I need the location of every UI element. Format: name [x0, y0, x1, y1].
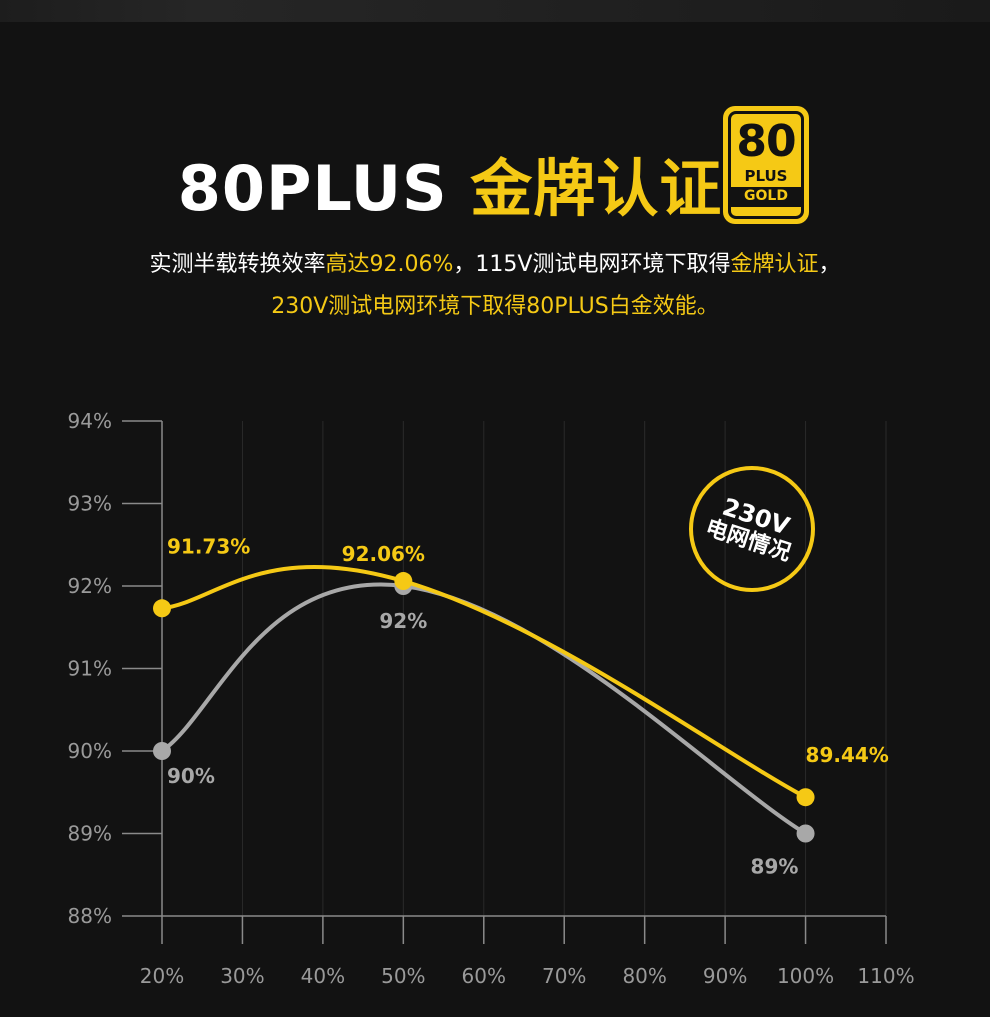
- desc-seg-1: 实测半载转换效率: [149, 252, 326, 277]
- data-point: [796, 788, 815, 807]
- title-80plus: 80PLUS: [177, 152, 448, 225]
- data-point: [394, 572, 413, 591]
- data-point: [153, 599, 171, 618]
- description-line-2: 230V测试电网环境下取得80PLUS白金效能。: [271, 294, 719, 319]
- x-tick-label: 110%: [857, 964, 914, 988]
- 230v-stamp: 230V 电网情况: [689, 466, 815, 592]
- desc-seg-5: ，: [818, 252, 841, 277]
- 80plus-gold-logo: 80 PLUS GOLD: [723, 106, 809, 224]
- x-tick-label: 50%: [381, 964, 425, 988]
- data-label: 91.73%: [167, 534, 250, 558]
- top-band: [0, 0, 990, 22]
- x-tick-label: 90%: [703, 964, 747, 988]
- data-label: 90%: [167, 764, 215, 788]
- x-tick-label: 60%: [462, 964, 506, 988]
- description-line-1: 实测半载转换效率高达92.06%，115V测试电网环境下取得金牌认证，: [0, 246, 990, 278]
- stamp-text: 230V 电网情况: [702, 491, 802, 568]
- data-label: 92.06%: [342, 542, 425, 566]
- x-tick-label: 30%: [220, 964, 264, 988]
- desc-seg-3: ，115V测试电网环境下取得: [453, 252, 731, 277]
- badge-frame: 80 PLUS GOLD: [728, 111, 804, 219]
- data-label: 89.44%: [806, 743, 889, 767]
- x-tick-label: 80%: [622, 964, 666, 988]
- data-label: 92%: [379, 609, 427, 633]
- x-tick-label: 100%: [777, 964, 834, 988]
- series-line: [160, 564, 808, 800]
- x-tick-label: 40%: [301, 964, 345, 988]
- y-tick-label: 93%: [68, 492, 112, 516]
- badge-tier-text: GOLD: [731, 187, 801, 207]
- y-tick-label: 90%: [68, 739, 112, 763]
- data-label: 89%: [751, 855, 799, 879]
- data-point: [796, 824, 815, 843]
- page-title: 80PLUS 金牌认证: [0, 138, 900, 228]
- x-tick-label: 20%: [140, 964, 184, 988]
- badge-number: 80: [736, 116, 796, 167]
- title-gold-certification: 金牌认证: [470, 152, 723, 225]
- y-tick-label: 94%: [68, 409, 112, 433]
- series-line: [160, 582, 808, 836]
- y-tick-label: 89%: [68, 822, 112, 846]
- y-tick-label: 91%: [68, 657, 112, 681]
- data-point: [153, 742, 171, 760]
- badge-plus-text: PLUS: [744, 167, 788, 185]
- x-tick-label: 70%: [542, 964, 586, 988]
- desc-seg-2: 高达92.06%: [325, 252, 454, 277]
- y-tick-label: 88%: [68, 904, 112, 928]
- y-tick-label: 92%: [68, 574, 112, 598]
- desc-seg-4: 金牌认证: [730, 252, 819, 277]
